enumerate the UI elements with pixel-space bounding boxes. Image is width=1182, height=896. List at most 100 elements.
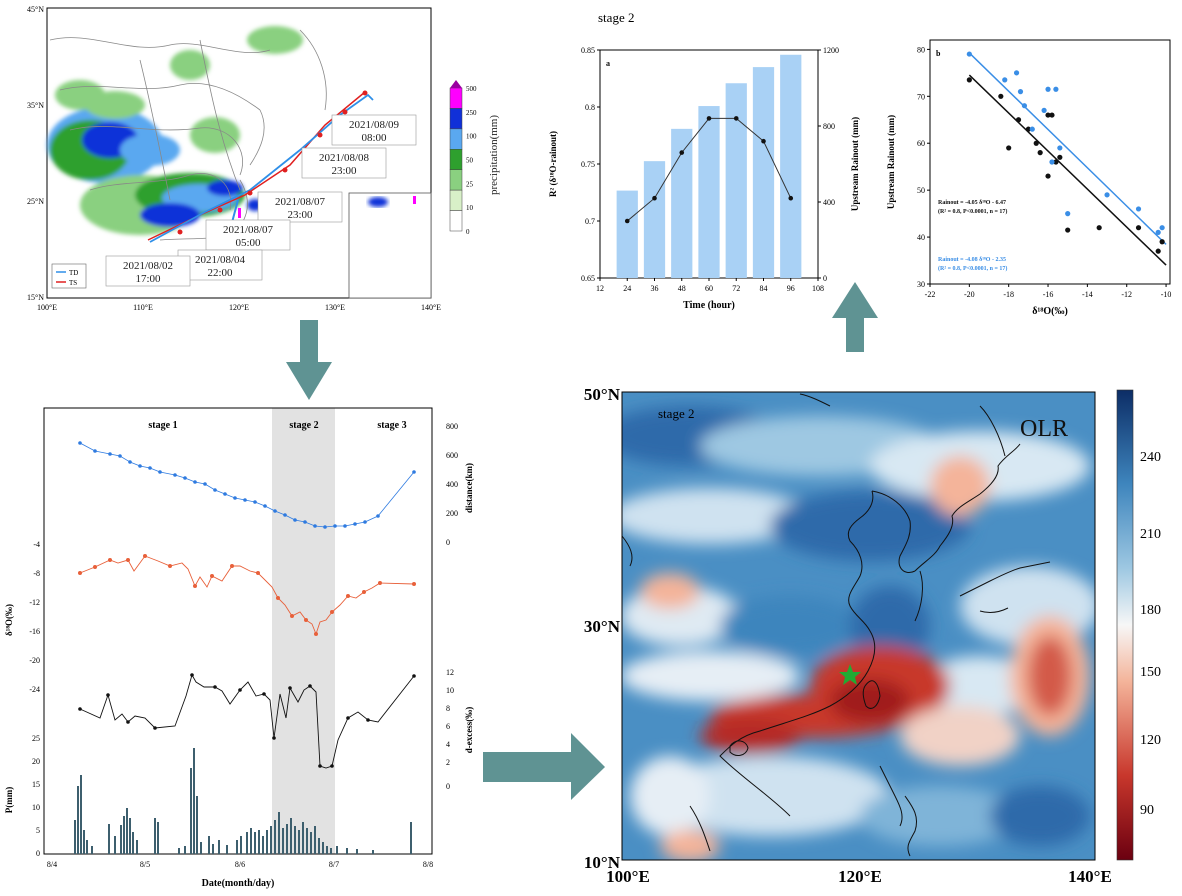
annotation-line: Rainout = -4.08 δ¹⁸O - 2.35 [938, 257, 1006, 263]
map-lat-labels: 45°N 35°N 25°N 15°N [27, 5, 44, 302]
colorbar-tick: 500 [466, 85, 477, 93]
scatter-point [1096, 225, 1102, 231]
stage-label: stage 2 [289, 420, 318, 431]
x-tick-label: -22 [925, 290, 936, 299]
track-legend: TD TS [51, 263, 87, 289]
scatter-point [1053, 159, 1059, 165]
d18o-series [79, 555, 415, 636]
lon-label: 120°E [838, 867, 882, 886]
track-label-time: 08:00 [361, 132, 387, 144]
scatter-point [1053, 86, 1059, 92]
tick-label: 120 [1140, 733, 1161, 748]
y-tick-label: 50 [917, 186, 925, 195]
olr-map: stage 2 OLR 50°N 30°N 10°N 100°E 120°E 1… [584, 385, 1161, 886]
stage-label: stage 3 [377, 420, 406, 431]
colorbar-tick: 100 [466, 133, 477, 141]
tick-label: -20 [29, 656, 40, 665]
x-tick-label: 24 [623, 284, 631, 293]
tick-label: 6 [446, 722, 450, 731]
regression-annotation: Rainout = -4.05 δ¹⁸O - 6.47 (R² = 0.8, P… [938, 200, 1007, 272]
lon-label: 120°E [229, 303, 249, 312]
precipitation-map-panel: 2021/08/09 08:00 2021/08/08 23:00 2021/0… [0, 0, 500, 318]
plot-frame [929, 39, 1171, 285]
scatter-point [1002, 77, 1008, 83]
scatter-point [998, 93, 1004, 99]
track-label-time: 23:00 [287, 209, 313, 221]
scatter-point [966, 51, 972, 57]
scatter-point [1033, 140, 1039, 146]
x-tick-label: 48 [678, 284, 686, 293]
x-tick-label: 84 [760, 284, 768, 293]
scatter-point [1159, 239, 1165, 245]
scatter-point [1135, 206, 1142, 212]
panel-heading: stage 2 [598, 10, 634, 25]
rainout-bar [752, 67, 775, 278]
tick-label: 8 [446, 704, 450, 713]
lon-label: 100°E [606, 867, 650, 886]
lon-label: 100°E [37, 303, 57, 312]
tick-label: 12 [446, 668, 454, 677]
lat-label: 30°N [584, 617, 621, 636]
rainout-bar [780, 54, 802, 278]
inset-map [348, 192, 432, 299]
panel-letter: b [936, 49, 941, 58]
y-tick-label: 70 [917, 92, 925, 101]
tick-label: 90 [1140, 803, 1154, 818]
scatter-point [966, 77, 972, 83]
stage-labels: stage 1 stage 2 stage 3 [148, 420, 406, 431]
up-arrow [832, 282, 878, 352]
precip-ticks: 25 20 15 10 5 0 [32, 734, 40, 858]
panel-letter: a [606, 59, 610, 68]
tick-label: 400 [446, 480, 458, 489]
scatter-point [1057, 154, 1063, 160]
regression-line [968, 52, 1167, 245]
rainout-bar [643, 161, 666, 278]
y-tick-label: 0.85 [581, 46, 595, 55]
distance-series [79, 442, 415, 528]
y-tick-label: 0.75 [581, 160, 595, 169]
tick-label: 5 [36, 826, 40, 835]
scatter-point [1025, 126, 1031, 132]
x-tick-label: 72 [732, 284, 740, 293]
tick-label: 200 [446, 509, 458, 518]
y-axis-right-label: Upstream Rainout (mm) [850, 117, 860, 211]
rainout-r2-panel: stage 2 a 12 24 36 48 60 72 84 96 108 0.65 0.7 0.75… [540, 0, 870, 318]
x-tick-label: -20 [964, 290, 975, 299]
distance-axis-label: distance(km) [464, 463, 474, 513]
colorbar-tick: 50 [466, 157, 474, 165]
tick-label: 15 [32, 780, 40, 789]
y-tick-label: 40 [917, 233, 925, 242]
tick-label: 8/8 [423, 860, 433, 869]
tick-label: 10 [446, 686, 454, 695]
scatter-point [1049, 159, 1055, 165]
rainout-bar [698, 106, 720, 278]
scatter-point [1155, 248, 1161, 254]
station-star-icon [839, 664, 861, 685]
scatter-point [1017, 89, 1024, 95]
y-right-tick-label: 400 [823, 198, 835, 207]
colorbar-arrow [450, 80, 462, 88]
legend-td: TD [69, 269, 78, 277]
map-lon-labels: 100°E 110°E 120°E 130°E 140°E [37, 303, 441, 312]
tick-label: 150 [1140, 665, 1161, 680]
track-label-date: 2021/08/07 [275, 196, 326, 208]
y-right-tick-label: 0 [823, 274, 827, 283]
x-axis-label: δ¹⁸O(‰) [1032, 306, 1068, 317]
d18o-ticks: -4 -8 -12 -16 -20 -24 [29, 540, 40, 694]
scatter-point [1029, 126, 1035, 132]
scatter-point [1045, 86, 1051, 92]
track-label-time: 17:00 [135, 273, 161, 285]
x-tick-label: -12 [1121, 290, 1132, 299]
rainout-r2-chart: stage 2 a 12 24 36 48 60 72 84 96 108 0.65 0.7 0.75… [548, 10, 860, 311]
scatter-point [1155, 229, 1161, 235]
x-tick-label: 12 [596, 284, 604, 293]
dexcess-ticks: 12 10 8 6 4 2 0 [446, 668, 454, 791]
x-tick-label: 108 [812, 284, 824, 293]
rainout-bar [671, 128, 693, 278]
scatter-point [1135, 225, 1142, 231]
scatter-point [1104, 192, 1110, 198]
map-boundaries [49, 29, 327, 241]
tick-label: 20 [32, 757, 40, 766]
lon-label: 140°E [421, 303, 441, 312]
tick-label: 0 [36, 849, 40, 858]
